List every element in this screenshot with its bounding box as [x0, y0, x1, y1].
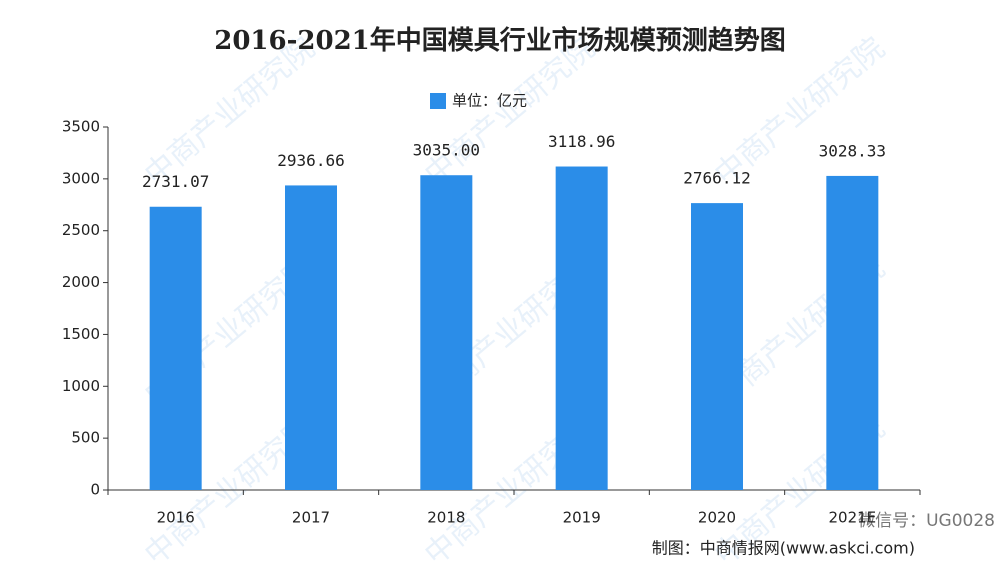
y-tick-label: 0	[90, 481, 100, 499]
bar	[691, 203, 743, 491]
value-label: 3118.96	[548, 132, 615, 151]
bar	[555, 166, 608, 490]
x-tick-label: 2017	[292, 509, 330, 527]
source-note: 制图：中商情报网(www.askci.com)	[652, 539, 915, 558]
value-label: 3028.33	[819, 141, 886, 160]
bar	[149, 206, 202, 490]
y-tick-label: 500	[71, 429, 100, 447]
value-label: 2936.66	[277, 151, 344, 170]
legend-swatch	[430, 93, 446, 109]
bar	[285, 185, 337, 491]
value-label: 2731.07	[142, 172, 209, 191]
value-label: 3035.00	[413, 141, 480, 160]
value-label: 2766.12	[683, 169, 750, 188]
y-tick-label: 3500	[62, 118, 100, 136]
chart-title: 2016-2021年中国模具行业市场规模预测趋势图	[214, 25, 786, 56]
x-tick-label: 2016	[157, 509, 195, 527]
wechat-note: 微信号：UG0028	[858, 511, 995, 531]
y-tick-label: 2000	[62, 273, 100, 291]
y-tick-label: 1500	[62, 325, 100, 343]
y-tick-label: 2500	[62, 221, 100, 239]
legend-label: 单位：亿元	[452, 92, 527, 110]
bar	[420, 175, 473, 490]
y-tick-label: 1000	[62, 377, 100, 395]
y-tick-label: 3000	[62, 169, 100, 187]
x-tick-label: 2021E	[829, 509, 877, 527]
x-tick-label: 2019	[563, 509, 601, 527]
x-tick-label: 2018	[427, 509, 465, 527]
bar	[826, 175, 879, 490]
x-tick-label: 2020	[698, 509, 736, 527]
